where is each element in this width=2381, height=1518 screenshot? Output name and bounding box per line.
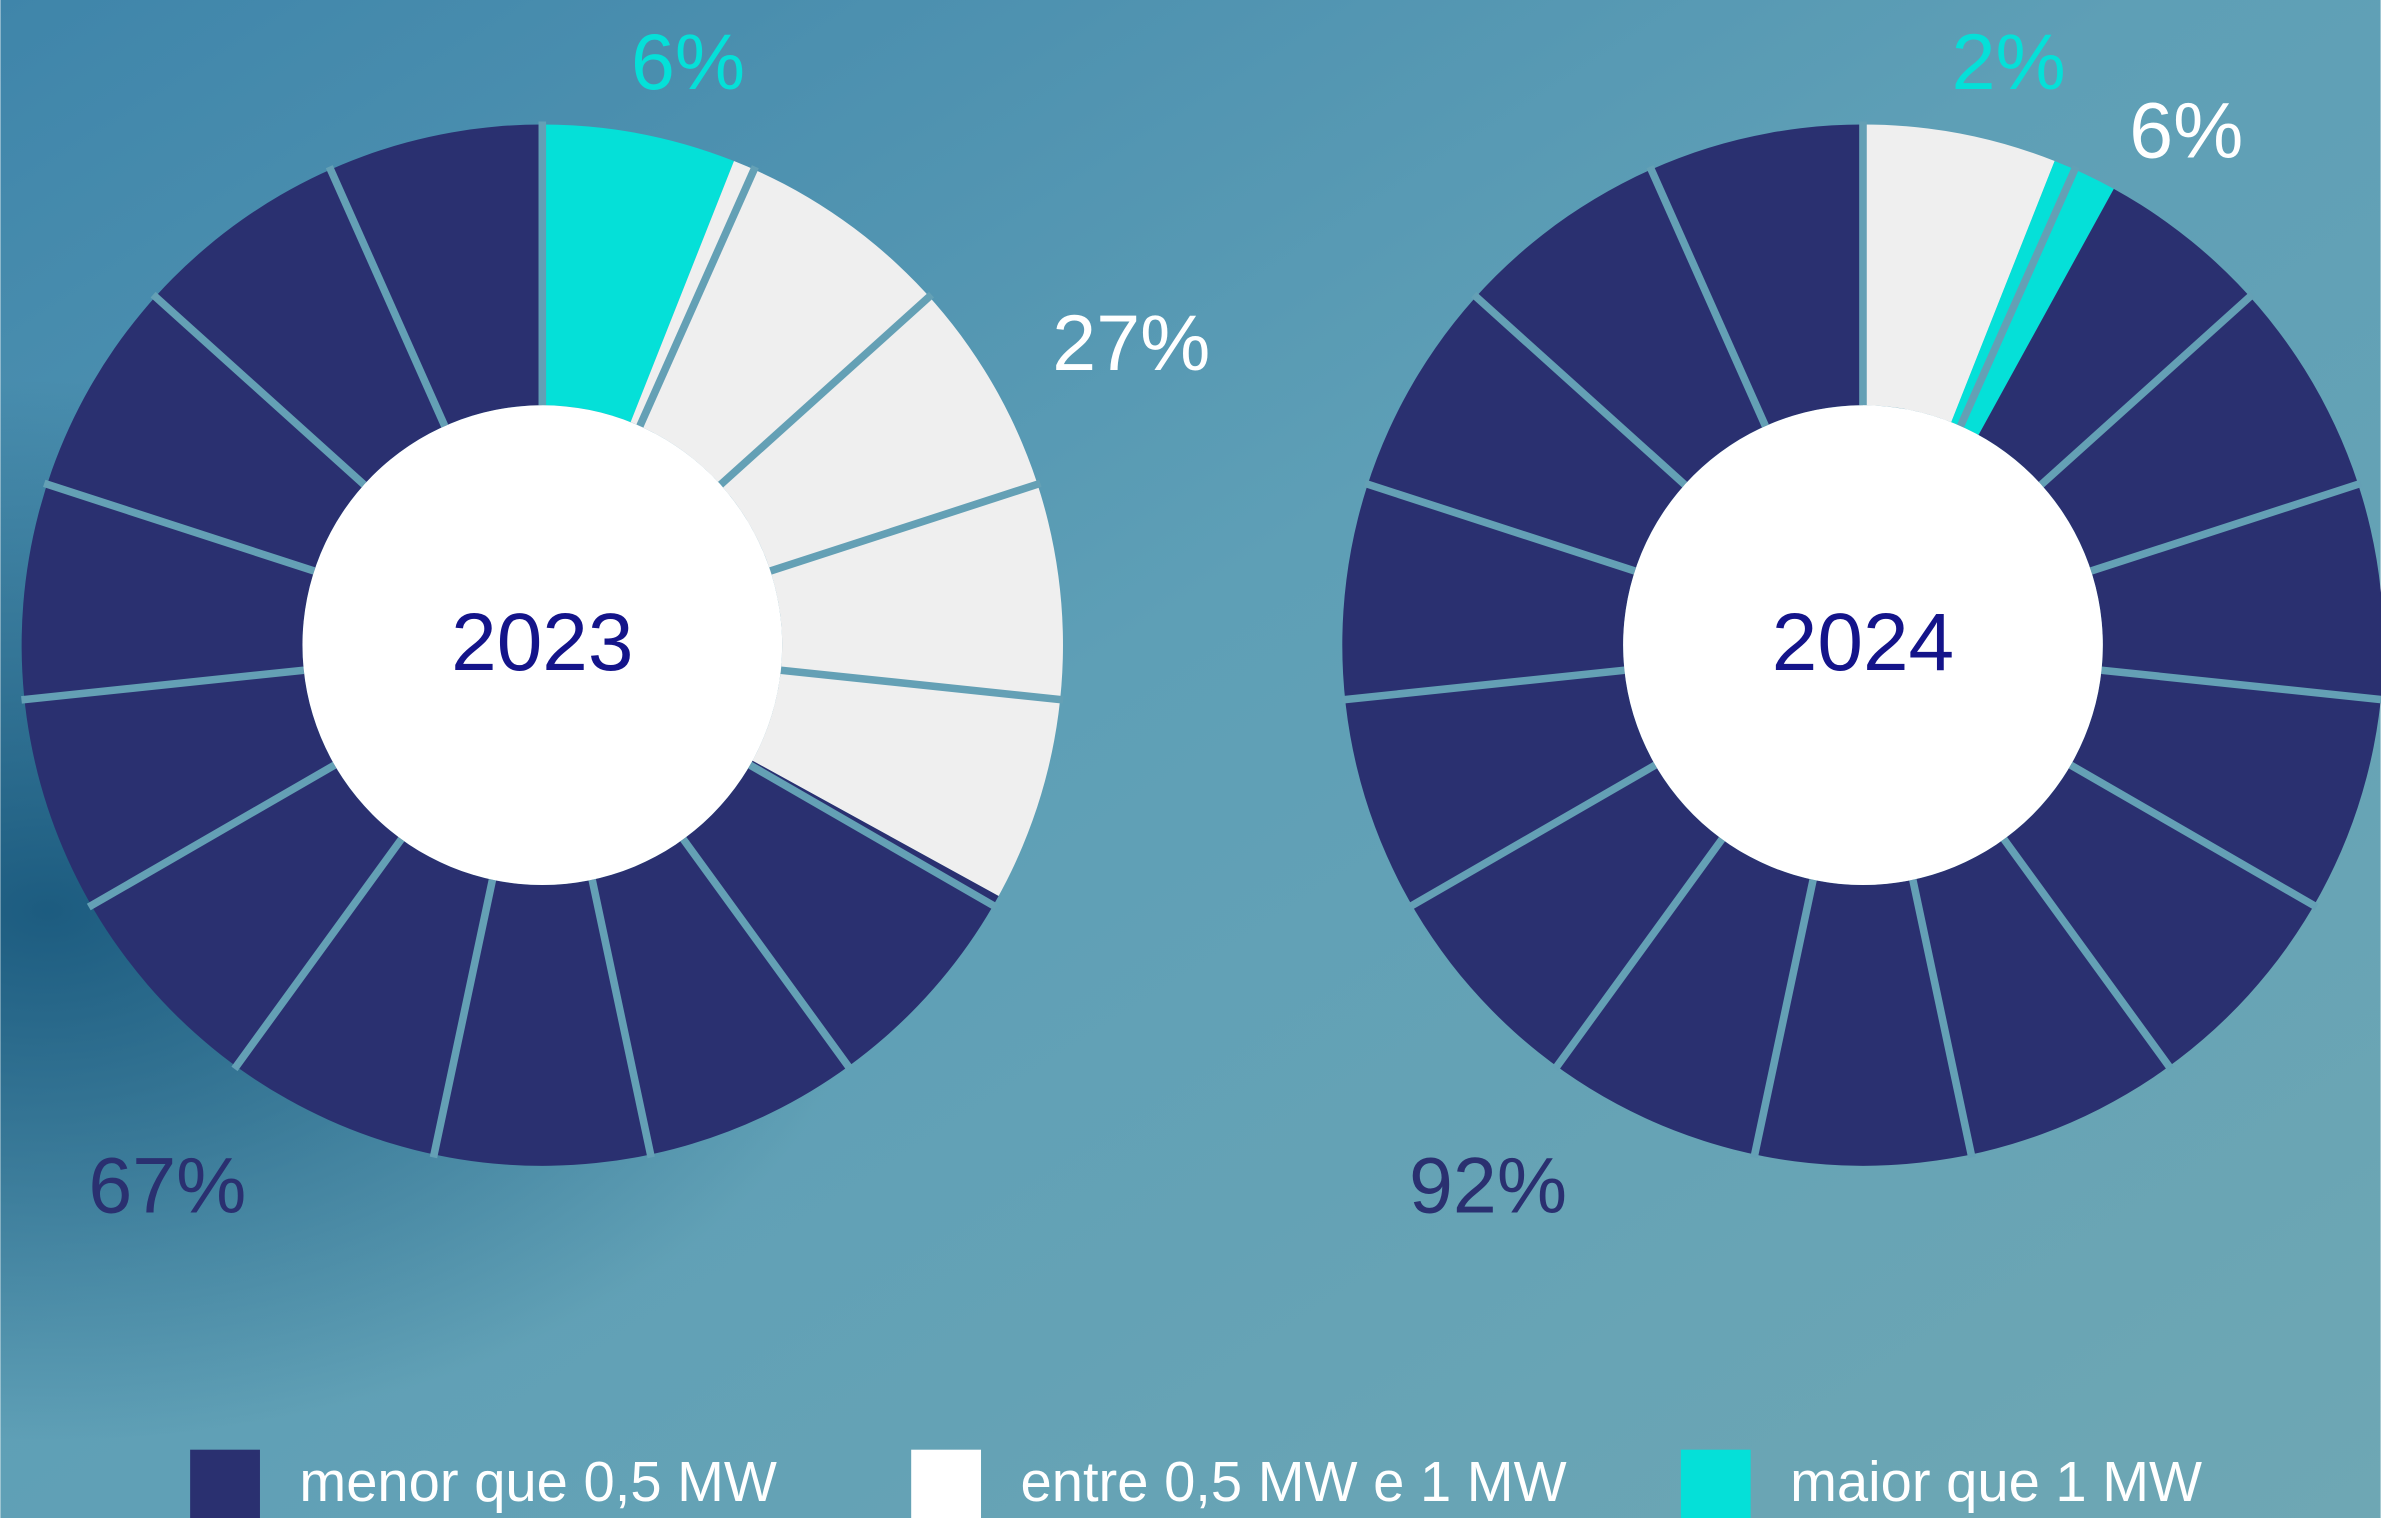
segment-divider [2089, 479, 2363, 575]
segment-divider [429, 878, 497, 1159]
segment-divider [231, 836, 405, 1072]
segment-divider [1957, 165, 2080, 428]
chart-title: 2024 [1772, 597, 1954, 688]
segment-divider [325, 165, 449, 428]
value-label: 67% [88, 1141, 246, 1229]
legend-label: entre 0,5 MW e 1 MW [1020, 1450, 1566, 1513]
segment-divider [2038, 291, 2255, 488]
segment-divider [43, 479, 316, 575]
donut-hole [302, 405, 783, 885]
segment-divider [1909, 878, 1976, 1159]
legend-swatch [1680, 1449, 1751, 1518]
value-label: 6% [2129, 86, 2243, 174]
segment-divider [588, 878, 655, 1159]
pie-slice [1862, 124, 2055, 423]
segment-divider [748, 761, 998, 911]
segment-divider [636, 165, 759, 428]
segment-divider [2068, 761, 2319, 911]
segment-divider [718, 291, 935, 488]
segment-divider [150, 291, 367, 488]
segment-divider [21, 666, 305, 704]
segment-divider [780, 666, 1064, 704]
legend-label: maior que 1 MW [1790, 1450, 2202, 1513]
pie-slice [630, 161, 1063, 896]
segment-divider [2101, 666, 2381, 704]
segment-divider [769, 479, 1042, 575]
pie-slice [542, 124, 734, 423]
legend-label: menor que 0,5 MW [299, 1450, 777, 1513]
segment-divider [1407, 761, 1658, 911]
segment-divider [86, 761, 337, 911]
value-label: 92% [1409, 1141, 1567, 1229]
segment-divider [1552, 836, 1726, 1072]
segment-divider [1750, 878, 1817, 1159]
segment-divider [1471, 291, 1688, 488]
donut-hole [1623, 405, 2103, 885]
segment-divider [1341, 666, 1625, 704]
legend-swatch [911, 1449, 982, 1518]
segment-divider [2000, 836, 2174, 1072]
segment-divider [1646, 165, 1769, 428]
value-label: 2% [1952, 18, 2066, 106]
segment-divider [1363, 479, 1637, 575]
value-label: 6% [631, 18, 745, 106]
pie-slice [1951, 161, 2114, 435]
legend-swatch [190, 1449, 260, 1518]
pie-slice [21, 124, 999, 1166]
segment-divider [680, 836, 854, 1072]
value-label: 27% [1052, 299, 1210, 387]
chart-title: 2023 [451, 597, 633, 688]
pie-slice [1342, 124, 2381, 1166]
